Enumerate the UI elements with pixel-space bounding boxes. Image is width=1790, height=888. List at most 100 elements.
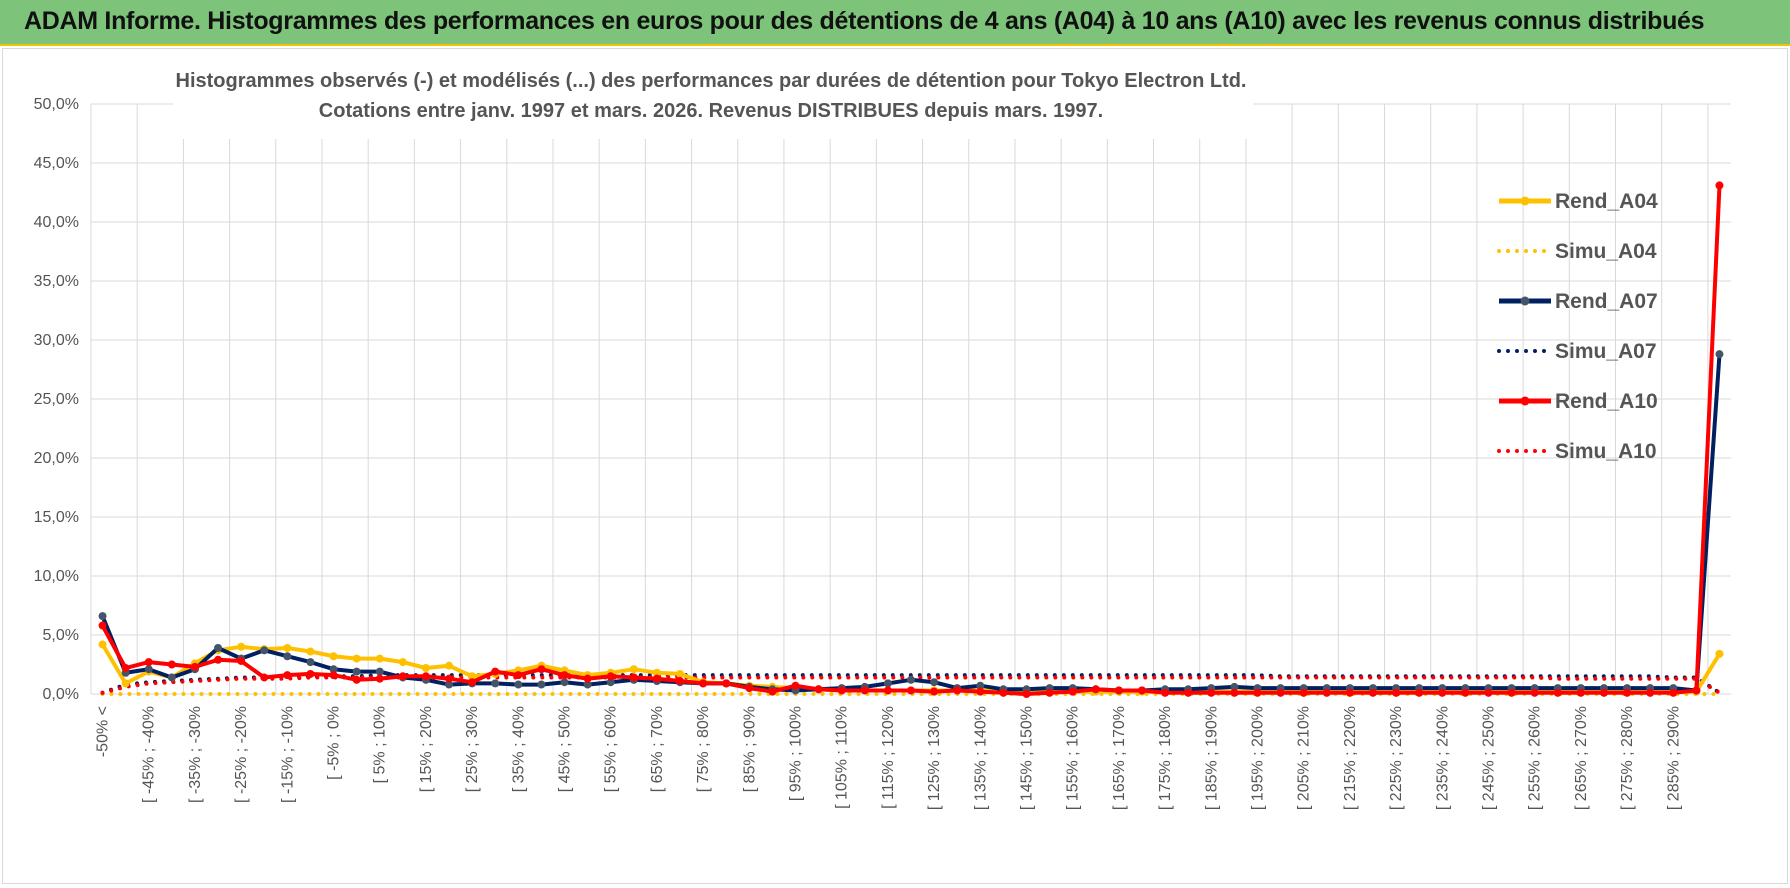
rend-a10-point <box>283 671 292 680</box>
rend-a07-point <box>537 680 546 689</box>
x-tick-label: [ 25% ; 30% <box>464 706 481 792</box>
rend-a10-point <box>930 687 939 696</box>
rend-a07-point <box>98 612 107 621</box>
legend: Rend_A04 Simu_A04 Rend_A07 Simu_A07 Rend_A10… <box>1497 190 1658 463</box>
rend-a07-point <box>445 680 454 689</box>
rend-a07-point <box>167 673 176 682</box>
x-axis: -50% < [ -45% ; -40% [ -35% ; -30% [ -25% ;… <box>95 706 1683 810</box>
legend-label-simu-a04: Simu_A04 <box>1555 240 1657 263</box>
rend-a10-point <box>1576 688 1585 697</box>
legend-marker-rend-a07 <box>1520 296 1530 306</box>
x-tick-label: [ 65% ; 70% <box>649 706 666 792</box>
rend-a07-point <box>352 667 361 676</box>
legend-label-simu-a07: Simu_A07 <box>1555 340 1657 363</box>
legend-marker-rend-a04 <box>1520 196 1530 206</box>
rend-a10-point <box>860 686 869 695</box>
rend-a10-point <box>1461 688 1470 697</box>
x-tick-label: [ 195% ; 200% <box>1249 706 1266 810</box>
rend-a10-point <box>491 667 500 676</box>
rend-a10-point <box>144 658 153 667</box>
rend-a10-point <box>676 677 685 686</box>
rend-a07-point <box>375 667 384 676</box>
rend-a10-point <box>514 671 523 680</box>
rend-a10-point <box>1599 688 1608 697</box>
rend-a10-point <box>306 669 315 678</box>
rend-a10-point <box>1253 688 1262 697</box>
x-tick-label: [ 205% ; 210% <box>1296 706 1313 810</box>
rend-a10-point <box>814 685 823 694</box>
rend-a10-point <box>1715 181 1724 190</box>
x-tick-label: [ 125% ; 130% <box>926 706 943 810</box>
rend-a07-point <box>1230 682 1239 691</box>
rend-a10-point <box>1530 688 1539 697</box>
y-tick-label: 10,0% <box>34 568 79 585</box>
rend-a07-point <box>1715 350 1724 359</box>
rend-a04-point <box>421 664 430 673</box>
rend-a10-point <box>560 671 569 680</box>
rend-a04-point <box>375 654 384 663</box>
rend-a10-point <box>260 673 269 682</box>
rend-a10-point <box>999 688 1008 697</box>
rend-a10-point <box>1137 686 1146 695</box>
rend-a04-point <box>237 642 246 651</box>
rend-a10-point <box>1322 688 1331 697</box>
x-tick-label: [ -15% ; -10% <box>279 706 296 803</box>
rend-a10-point <box>237 656 246 665</box>
x-tick-label: [ 285% ; 290% <box>1665 706 1682 810</box>
x-tick-label: [ 235% ; 240% <box>1434 706 1451 810</box>
legend-label-rend-a07: Rend_A07 <box>1555 290 1658 313</box>
y-tick-label: 25,0% <box>34 391 79 408</box>
title-background <box>173 59 1253 139</box>
rend-a04-point <box>306 647 315 656</box>
x-tick-label: [ 265% ; 270% <box>1573 706 1590 810</box>
legend-label-simu-a10: Simu_A10 <box>1555 440 1657 463</box>
x-tick-label: [ 115% ; 120% <box>880 706 897 809</box>
rend-a07-point <box>976 681 985 690</box>
rend-a10-point <box>1553 688 1562 697</box>
x-tick-label: [ 45% ; 50% <box>557 706 574 792</box>
rend-a10-point <box>98 621 107 630</box>
rend-a10-point <box>1161 688 1170 697</box>
rend-a04-point <box>283 643 292 652</box>
x-tick-label: [ 185% ; 190% <box>1203 706 1220 810</box>
rend-a10-point <box>421 672 430 681</box>
x-tick-label: [ -25% ; -20% <box>233 706 250 803</box>
rend-a07-point <box>283 652 292 661</box>
rend-a07-point <box>907 675 915 684</box>
chart-subtitle: Cotations entre janv. 1997 et mars. 2026… <box>319 100 1103 122</box>
rend-a07-point <box>883 679 892 688</box>
rend-a04-point <box>676 669 685 678</box>
rend-a10-point <box>1068 687 1077 696</box>
x-tick-label: [ 255% ; 260% <box>1527 706 1544 810</box>
rend-a10-point <box>883 686 892 695</box>
rend-a04-point <box>652 668 661 677</box>
rend-a10-point <box>791 681 800 690</box>
rend-a10-point <box>1368 688 1377 697</box>
rend-a10-point <box>1114 686 1123 695</box>
rend-a04-point <box>121 679 130 688</box>
y-tick-label: 20,0% <box>34 450 79 467</box>
rend-a10-point <box>1415 688 1424 697</box>
rend-a10-point <box>1669 688 1678 697</box>
rend-a10-point <box>1692 686 1701 695</box>
y-tick-label: 45,0% <box>34 155 79 172</box>
rend-a10-point <box>1299 688 1308 697</box>
x-tick-label: [ 75% ; 80% <box>695 706 712 792</box>
rend-a10-point <box>745 684 754 693</box>
rend-a07-point <box>260 646 269 655</box>
y-tick-label: 5,0% <box>43 627 79 644</box>
rend-a07-point <box>560 678 569 687</box>
rend-a07-point <box>214 643 223 652</box>
x-tick-label: [ 15% ; 20% <box>418 706 435 792</box>
rend-a10-point <box>468 678 477 687</box>
rend-a10-point <box>652 674 661 683</box>
rend-a10-point <box>121 664 130 673</box>
rend-a10-point <box>1276 688 1285 697</box>
y-tick-label: 30,0% <box>34 332 79 349</box>
rend-a10-point <box>1022 690 1031 698</box>
rend-a10-point <box>1392 688 1401 697</box>
rend-a10-point <box>1438 688 1447 697</box>
rend-a04-point <box>329 652 338 661</box>
y-tick-label: 15,0% <box>34 509 79 526</box>
rend-a10-point <box>375 674 384 683</box>
